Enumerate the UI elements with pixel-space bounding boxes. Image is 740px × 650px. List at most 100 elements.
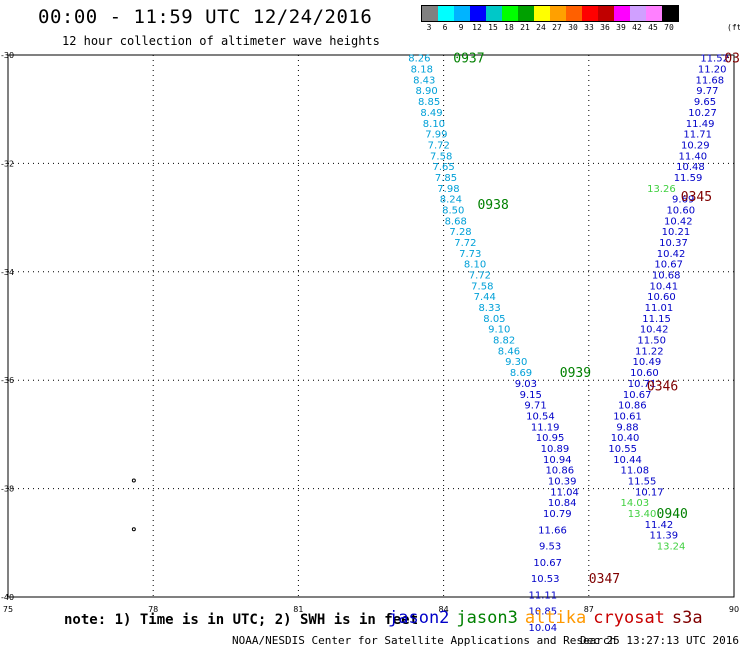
swh-value: 10.37 xyxy=(659,238,688,249)
footer-credit: NOAA/NESDIS Center for Satellite Applica… xyxy=(232,634,617,647)
swh-value: 10.42 xyxy=(640,325,669,336)
swh-value: 10.39 xyxy=(548,476,577,487)
swh-value: 10.55 xyxy=(608,444,637,455)
swh-value: 10.44 xyxy=(613,455,642,466)
pass-time-label: 0937 xyxy=(453,52,484,67)
pass-time-label: 0940 xyxy=(657,507,688,522)
y-tick-label: -40 xyxy=(1,593,14,602)
swh-value: 8.33 xyxy=(478,303,500,314)
swh-value: 9.77 xyxy=(696,86,718,97)
swh-value: 8.50 xyxy=(442,205,464,216)
colorbar-swatch xyxy=(470,6,486,21)
swh-value: 7.65 xyxy=(432,162,454,173)
colorbar-swatch xyxy=(422,6,438,21)
swh-value: 11.42 xyxy=(645,520,674,531)
swh-value: 8.49 xyxy=(420,108,442,119)
legend-jason2: jason2 xyxy=(388,608,450,628)
colorbar-label: 18 xyxy=(504,23,514,32)
swh-value: 11.11 xyxy=(528,590,557,601)
y-tick-label: -30 xyxy=(1,51,14,60)
swh-value: 9.10 xyxy=(488,325,510,336)
swh-value: 7.58 xyxy=(430,151,452,162)
colorbar-label: 36 xyxy=(600,23,610,32)
swh-value: 10.60 xyxy=(666,205,695,216)
swh-value: 11.22 xyxy=(635,346,664,357)
small-island-2 xyxy=(131,527,136,532)
swh-value: 9.30 xyxy=(505,357,527,368)
swh-value: 11.55 xyxy=(628,476,657,487)
y-tick-label: -32 xyxy=(1,159,14,168)
swh-value: 8.82 xyxy=(493,336,515,347)
colorbar-swatch xyxy=(630,6,646,21)
map-frame xyxy=(7,54,735,598)
swh-value: 10.60 xyxy=(647,292,676,303)
swh-value: 10.71 xyxy=(628,379,657,390)
y-tick-label: -38 xyxy=(1,485,14,494)
pass-time-label: 0347 xyxy=(589,572,620,587)
swh-value: 10.85 xyxy=(528,607,557,618)
swh-value: 10.42 xyxy=(664,216,693,227)
x-tick-label: 84 xyxy=(439,605,449,614)
colorbar-label: 21 xyxy=(520,23,530,32)
colorbar-swatch xyxy=(502,6,518,21)
swh-value: 10.53 xyxy=(531,574,560,585)
colorbar-label: 45 xyxy=(648,23,658,32)
swh-value: 11.40 xyxy=(679,151,708,162)
swh-value: 11.01 xyxy=(645,303,674,314)
colorbar-label: 27 xyxy=(552,23,562,32)
colorbar-label: 3 xyxy=(426,23,432,32)
swh-value: 10.84 xyxy=(548,498,577,509)
x-tick-label: 78 xyxy=(148,605,158,614)
colorbar-label: 39 xyxy=(616,23,626,32)
y-tick-label: -36 xyxy=(1,376,14,385)
swh-value: 10.60 xyxy=(630,368,659,379)
swh-value: 9.88 xyxy=(616,422,638,433)
colorbar-label: 30 xyxy=(568,23,578,32)
swh-value: 10.67 xyxy=(654,260,683,271)
colorbar-label: 15 xyxy=(488,23,498,32)
footer-timestamp: Dec 25 13:27:13 UTC 2016 xyxy=(580,634,739,647)
pass-time-label: 0345 xyxy=(681,190,712,205)
swh-value: 13.26 xyxy=(647,184,676,195)
swh-value: 11.71 xyxy=(683,130,712,141)
swh-value: 7.85 xyxy=(435,173,457,184)
swh-value: 7.72 xyxy=(428,140,450,151)
swh-value: 10.67 xyxy=(533,558,562,569)
swh-value: 13.40 xyxy=(628,509,657,520)
colorbar-swatch xyxy=(534,6,550,21)
swh-value: 10.79 xyxy=(543,509,572,520)
colorbar-label: 70 xyxy=(664,23,674,32)
swh-value: 7.99 xyxy=(425,130,447,141)
swh-value: 7.28 xyxy=(449,227,471,238)
swh-value: 7.44 xyxy=(474,292,496,303)
colorbar-swatch xyxy=(454,6,470,21)
swh-value: 11.68 xyxy=(695,75,724,86)
colorbar-swatch xyxy=(646,6,662,21)
satellite-legend: jason2 jason3 altika cryosat s3a xyxy=(388,608,710,628)
colorbar-swatch xyxy=(566,6,582,21)
swh-value: 9.03 xyxy=(515,379,537,390)
swh-value: 8.90 xyxy=(416,86,438,97)
colorbar-swatch xyxy=(582,6,598,21)
pass-time-label: 0938 xyxy=(477,198,508,213)
x-tick-label: 90 xyxy=(729,605,739,614)
swh-value: 7.72 xyxy=(469,271,491,282)
swh-value: 11.04 xyxy=(550,487,579,498)
colorbar-swatch xyxy=(518,6,534,21)
swh-value: 11.59 xyxy=(674,173,703,184)
colorbar-swatch xyxy=(550,6,566,21)
pass-time-label: 034 xyxy=(724,52,740,67)
swh-value: 13.24 xyxy=(657,542,686,553)
swh-value: 8.18 xyxy=(411,65,433,76)
swh-value: 8.69 xyxy=(510,368,532,379)
swh-value: 10.49 xyxy=(633,357,662,368)
footer-note: note: 1) Time is in UTC; 2) SWH is in fe… xyxy=(64,612,419,628)
swh-value: 10.61 xyxy=(613,411,642,422)
swh-value: 11.52 xyxy=(700,54,729,65)
swh-value: 7.98 xyxy=(437,184,459,195)
swh-value: 10.40 xyxy=(611,433,640,444)
swh-value: 10.41 xyxy=(649,281,678,292)
swh-value: 10.86 xyxy=(545,466,574,477)
